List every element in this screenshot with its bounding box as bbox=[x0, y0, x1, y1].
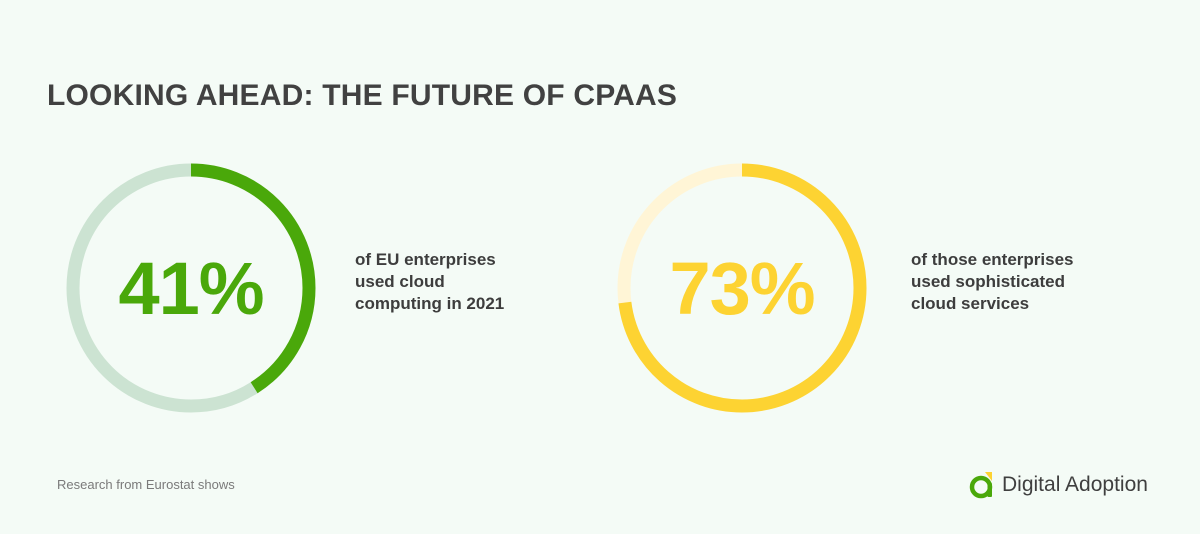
caption-line: used cloud bbox=[355, 272, 445, 291]
donut-slice-value bbox=[617, 163, 867, 413]
caption-line: cloud services bbox=[911, 294, 1030, 313]
brand-name: Digital Adoption bbox=[1002, 473, 1148, 496]
brand-logo: Digital Adoption bbox=[968, 470, 1148, 500]
caption-line: computing in 2021 bbox=[355, 294, 505, 313]
stat-caption: of EU enterprises used cloud computing i… bbox=[355, 249, 504, 315]
digital-adoption-logo-icon bbox=[968, 470, 996, 500]
page-title: LOOKING AHEAD: THE FUTURE OF CPAAS bbox=[47, 79, 678, 112]
donut-chart-svg bbox=[617, 163, 867, 413]
caption-line: of EU enterprises bbox=[355, 250, 496, 269]
source-footnote: Research from Eurostat shows bbox=[57, 477, 235, 492]
donut-chart-eu-enterprises: 41% bbox=[66, 163, 316, 413]
caption-line: of those enterprises bbox=[911, 250, 1074, 269]
percentage-label: 73% bbox=[669, 246, 815, 330]
donut-slice-value bbox=[66, 163, 316, 413]
donut-chart-svg bbox=[66, 163, 316, 413]
stat-caption: of those enterprises used sophisticated … bbox=[911, 249, 1074, 315]
caption-line: used sophisticated bbox=[911, 272, 1065, 291]
percentage-label: 41% bbox=[118, 246, 264, 330]
donut-chart-sophisticated-services: 73% bbox=[617, 163, 867, 413]
